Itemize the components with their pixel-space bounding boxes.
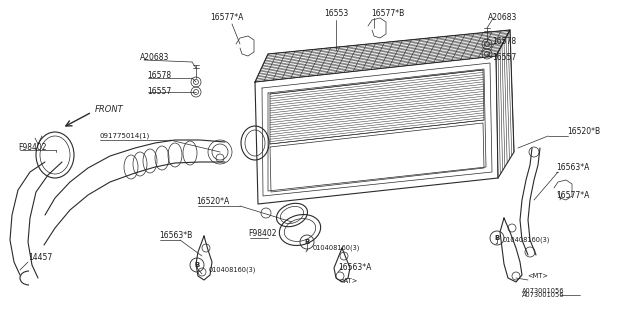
- Text: 16578: 16578: [147, 71, 171, 81]
- Text: 010408160(3): 010408160(3): [209, 267, 257, 273]
- Text: <AT>: <AT>: [338, 278, 357, 284]
- Text: 16577*A: 16577*A: [556, 191, 589, 201]
- Text: F98402: F98402: [18, 143, 47, 153]
- Text: 16577*A: 16577*A: [211, 13, 244, 22]
- Text: B: B: [305, 239, 310, 245]
- Text: 16563*A: 16563*A: [556, 164, 589, 172]
- Text: A073001056: A073001056: [522, 288, 564, 294]
- Text: 16557: 16557: [492, 53, 516, 62]
- Text: 16520*B: 16520*B: [567, 127, 600, 137]
- Text: B: B: [195, 262, 200, 268]
- Text: F98402: F98402: [248, 229, 276, 238]
- Text: 16553: 16553: [324, 10, 348, 19]
- Text: 16563*A: 16563*A: [338, 263, 371, 273]
- Text: 14457: 14457: [28, 253, 52, 262]
- Text: 010408160(3): 010408160(3): [503, 237, 550, 243]
- Text: 010408160(3): 010408160(3): [313, 245, 360, 251]
- Text: <MT>: <MT>: [527, 273, 548, 279]
- Text: 16577*B: 16577*B: [371, 10, 404, 19]
- Text: 091775014(1): 091775014(1): [100, 133, 150, 139]
- Text: B: B: [494, 235, 500, 241]
- Text: 16563*B: 16563*B: [159, 231, 192, 241]
- Text: 16520*A: 16520*A: [196, 197, 229, 206]
- Text: 16578: 16578: [492, 37, 516, 46]
- Text: A073001056: A073001056: [522, 292, 564, 298]
- Text: FRONT: FRONT: [95, 106, 124, 115]
- Text: 16557: 16557: [147, 87, 172, 97]
- Text: A20683: A20683: [488, 13, 517, 22]
- Text: A20683: A20683: [140, 53, 170, 62]
